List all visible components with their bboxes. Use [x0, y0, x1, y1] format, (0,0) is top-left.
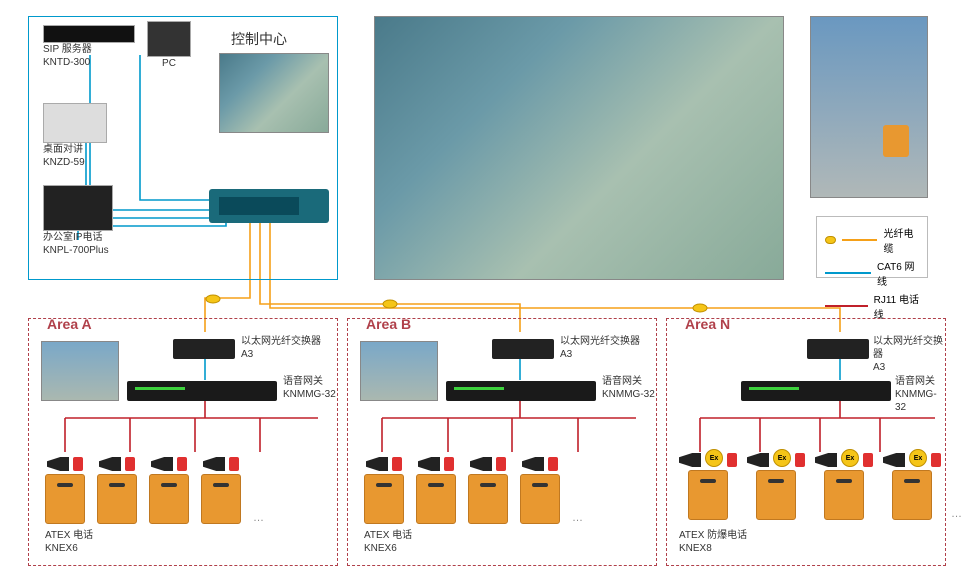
legend-fiber-label: 光纤电缆	[883, 225, 919, 255]
area-a-photo	[41, 341, 119, 401]
area-n-gateway-label: 语音网关 KNMMG-32	[895, 375, 945, 414]
legend-box: 光纤电缆 CAT6 网线 RJ11 电话线	[816, 216, 928, 278]
ip-phone-label-1: 办公室IP电话	[43, 231, 113, 244]
area-b-switch-label: 以太网光纤交换器 A3	[560, 335, 640, 361]
atex-phone-icon	[45, 474, 85, 524]
area-n-title: Area N	[685, 316, 730, 332]
legend-fiber: 光纤电缆	[825, 225, 919, 255]
area-b-title: Area B	[366, 316, 411, 332]
intercom-label-1: 桌面对讲	[43, 143, 107, 156]
outdoor-phone-photo	[810, 16, 928, 198]
area-a-phone-label: ATEX 电话 KNEX6	[45, 529, 93, 555]
beacon-icon	[73, 457, 83, 471]
area-b-photo	[360, 341, 438, 401]
pc-label: PC	[147, 57, 191, 70]
ip-phone-device: 办公室IP电话 KNPL-700Plus	[43, 185, 113, 257]
area-b-switch	[492, 339, 554, 359]
sip-server-label-1: SIP 服务器	[43, 43, 135, 56]
area-a-switch-label: 以太网光纤交换器 A3	[241, 335, 321, 361]
area-a-phone-row: …	[45, 453, 264, 524]
legend-cat6: CAT6 网线	[825, 258, 919, 288]
pc-device: PC	[147, 21, 191, 70]
ip-phone-label-2: KNPL-700Plus	[43, 244, 113, 257]
phone-unit	[45, 453, 85, 524]
atex-badge-icon: Ex	[705, 449, 723, 467]
ethernet-switch-device	[209, 189, 329, 223]
control-center-photo	[219, 53, 329, 133]
area-n-switch	[807, 339, 869, 359]
area-n-box: Area N 以太网光纤交换器 A3 语音网关 KNMMG-32 Ex Ex E…	[666, 318, 946, 566]
phone-unit	[97, 453, 137, 524]
industrial-plant-photo	[374, 16, 784, 280]
area-a-gateway-label: 语音网关 KNMMG-32	[283, 375, 336, 401]
area-b-gateway	[446, 381, 596, 401]
area-a-gateway	[127, 381, 277, 401]
ellipsis-icon: …	[253, 512, 264, 524]
legend-cat6-label: CAT6 网线	[877, 258, 919, 288]
legend-rj11: RJ11 电话线	[825, 291, 919, 321]
intercom-label-2: KNZD-59	[43, 156, 107, 169]
control-center-box: 控制中心 SIP 服务器 KNTD-300 PC 桌面对讲 KNZD-59 办公…	[28, 16, 338, 280]
control-center-title: 控制中心	[231, 29, 287, 49]
area-b-gateway-label: 语音网关 KNMMG-32	[602, 375, 655, 401]
phone-unit	[201, 453, 241, 524]
area-a-switch	[173, 339, 235, 359]
area-b-phone-row: …	[364, 453, 583, 524]
area-b-phone-label: ATEX 电话 KNEX6	[364, 529, 412, 555]
area-b-box: Area B 以太网光纤交换器 A3 语音网关 KNMMG-32 … ATEX …	[347, 318, 657, 566]
sip-server-label-2: KNTD-300	[43, 56, 135, 69]
area-n-phone-row: Ex Ex Ex Ex …	[679, 449, 961, 520]
horn-icon	[47, 457, 69, 471]
fiber-node-icon	[825, 236, 836, 244]
phone-unit	[149, 453, 189, 524]
legend-rj11-label: RJ11 电话线	[874, 291, 919, 321]
intercom-device: 桌面对讲 KNZD-59	[43, 103, 107, 169]
sip-server-device: SIP 服务器 KNTD-300	[43, 25, 135, 69]
area-a-box: Area A 以太网光纤交换器 A3 语音网关 KNMMG-32 … ATEX …	[28, 318, 338, 566]
area-n-gateway	[741, 381, 891, 401]
area-n-phone-label: ATEX 防爆电话 KNEX8	[679, 529, 747, 555]
area-a-title: Area A	[47, 316, 92, 332]
area-n-switch-label: 以太网光纤交换器 A3	[873, 335, 945, 374]
